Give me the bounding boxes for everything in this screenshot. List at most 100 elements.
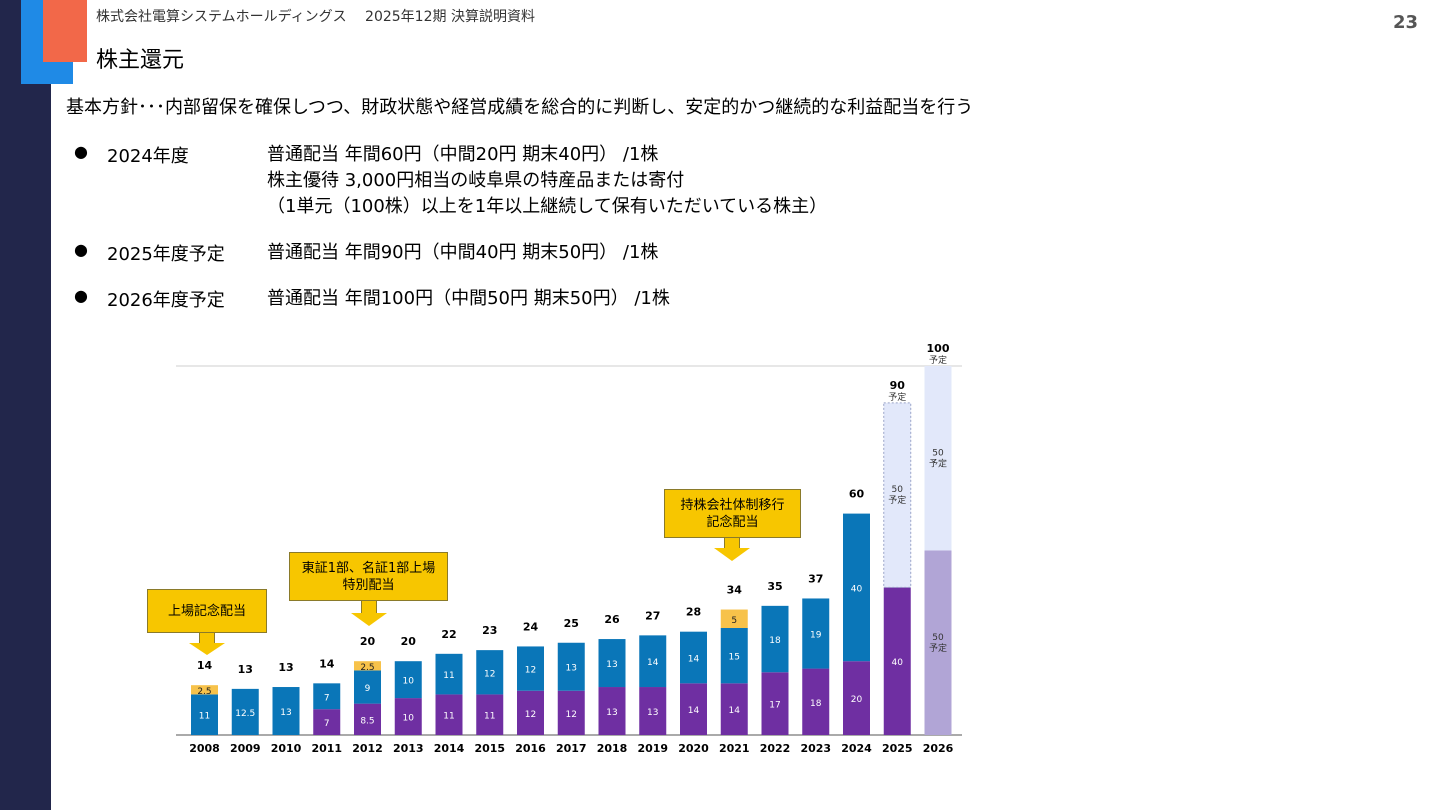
callout-text: 上場記念配当 <box>167 603 246 619</box>
callout-arrow-stem <box>361 601 377 613</box>
bar-segment-yearend <box>761 605 789 673</box>
bar-segment-yearend <box>843 513 870 662</box>
bar-label-interim: 40 <box>892 658 904 668</box>
bar-segment-interim <box>435 694 463 735</box>
bullet-dot-icon: ● <box>74 142 88 161</box>
x-tick-label: 2023 <box>800 742 831 755</box>
bar-total-label: 34 <box>727 584 743 597</box>
bar-total-label: 14 <box>197 659 213 672</box>
bar-segment-interim <box>517 690 544 735</box>
bar-segment-interim <box>639 687 667 735</box>
bar-label-interim: 13 <box>606 708 617 718</box>
bar-total-label: 14 <box>319 657 335 670</box>
callout-arrow-icon <box>351 613 387 626</box>
policy-text: 基本方針･･･内部留保を確保しつつ、財政状態や経営成績を総合的に判断し、安定的か… <box>66 97 974 118</box>
bullet-detail: 普通配当 年間100円（中間50円 期末50円） /1株 <box>267 286 670 312</box>
x-tick-label: 2017 <box>556 742 587 755</box>
callout-arrow-stem <box>199 633 215 643</box>
bar-segment-yearend <box>720 627 748 684</box>
page-title: 株主還元 <box>96 48 185 73</box>
x-tick-label: 2009 <box>230 742 261 755</box>
bar-label-interim: 18 <box>810 699 822 709</box>
bar-total-label: 20 <box>401 635 417 648</box>
bar-total-label: 35 <box>767 580 782 593</box>
left-accent-bar <box>0 0 51 810</box>
bar-segment-interim <box>761 672 789 735</box>
bar-total-label: 20 <box>360 635 376 648</box>
bullet-dot-icon: ● <box>74 286 88 305</box>
bar-total-label: 90 <box>890 379 906 392</box>
bar-label-planned: 予定 <box>888 494 906 506</box>
bar-label-interim: 12 <box>525 710 536 720</box>
bullet-dot-icon: ● <box>74 240 88 259</box>
callout-listing: 上場記念配当 <box>147 589 267 633</box>
x-tick-label: 2011 <box>311 742 342 755</box>
bar-segment-interim <box>557 690 585 735</box>
bar-label-planned: 予定 <box>929 457 947 469</box>
bar-label-interim: 10 <box>403 714 415 724</box>
bar-label-interim: 12 <box>566 710 577 720</box>
bullet-line: 株主優待 3,000円相当の岐阜県の特産品または寄付 <box>267 170 685 191</box>
bar-segment-yearend <box>517 646 544 691</box>
bar-label-interim: 7 <box>324 719 330 729</box>
bar-segment-interim <box>394 698 422 735</box>
bar-segment-yearend <box>680 631 707 684</box>
callout-tse: 東証1部、名証1部上場 特別配当 <box>289 552 448 601</box>
bar-total-label: 24 <box>523 620 539 633</box>
bar-label-yearend: 9 <box>365 684 371 694</box>
bar-segment-interim <box>354 703 381 735</box>
bar-label-interim: 13 <box>647 708 658 718</box>
callout-text: 持株会社体制移行 記念配当 <box>680 497 785 530</box>
bullet-detail: 普通配当 年間60円（中間20円 期末40円） /1株 株主優待 3,000円相… <box>267 142 827 220</box>
callout-text: 東証1部、名証1部上場 特別配当 <box>301 560 436 593</box>
bullet-line: 普通配当 年間90円（中間40円 期末50円） /1株 <box>267 242 659 263</box>
bar-label-yearend: 12.5 <box>235 709 255 719</box>
x-tick-label: 2019 <box>637 742 668 755</box>
bar-segment-yearend <box>598 639 626 688</box>
bar-segment-interim <box>720 683 748 735</box>
bar-segment-interim <box>924 550 952 735</box>
x-tick-label: 2013 <box>393 742 424 755</box>
bar-label-yearend: 11 <box>199 712 210 722</box>
bar-segment-yearend <box>272 687 300 735</box>
bullet-line: （1単元（100株）以上を1年以上継続して保有いただいている株主） <box>267 196 828 217</box>
bar-label-yearend: 50 <box>892 485 904 495</box>
x-tick-label: 2024 <box>841 742 872 755</box>
bar-total-label: 22 <box>441 628 456 641</box>
bullet-detail: 普通配当 年間90円（中間40円 期末50円） /1株 <box>267 240 658 266</box>
bar-label-yearend: 15 <box>729 653 740 663</box>
bar-segment-yearend <box>354 670 381 704</box>
x-tick-label: 2025 <box>882 742 913 755</box>
bar-segment-interim <box>843 661 870 735</box>
bar-label-interim: 17 <box>769 701 780 711</box>
bar-label-interim: 11 <box>484 712 495 722</box>
bar-total-label: 26 <box>604 613 620 626</box>
bar-total-label: 100 <box>927 342 950 355</box>
bar-segment-yearend <box>435 653 463 695</box>
bar-segment-interim <box>598 687 626 735</box>
bar-segment-yearend-planned <box>924 366 952 551</box>
bar-label-yearend: 19 <box>810 631 822 641</box>
bar-label-planned: 予定 <box>929 642 947 654</box>
bar-segment-interim <box>680 683 707 735</box>
x-tick-label: 2010 <box>271 742 302 755</box>
bar-total-label: 25 <box>564 617 579 630</box>
bar-total-label: 28 <box>686 606 701 619</box>
bar-total-planned: 予定 <box>888 391 906 403</box>
bar-label-yearend: 14 <box>647 658 659 668</box>
bar-label-yearend: 14 <box>688 655 700 665</box>
bar-segment-yearend <box>557 642 585 691</box>
bar-label-interim: 8.5 <box>360 716 374 726</box>
bar-segment-interim <box>313 709 341 735</box>
bar-total-label: 27 <box>645 609 660 622</box>
bar-segment-yearend-planned <box>883 402 912 588</box>
bar-label-yearend: 7 <box>324 693 330 703</box>
bar-total-label: 60 <box>849 488 865 501</box>
x-tick-label: 2016 <box>515 742 546 755</box>
bar-total-label: 37 <box>808 572 823 585</box>
bullet-year: 2026年度予定 <box>107 290 225 311</box>
bar-segment-yearend <box>231 688 259 735</box>
x-tick-label: 2012 <box>352 742 383 755</box>
bar-segment-yearend <box>639 635 667 688</box>
bar-segment-special <box>191 685 218 695</box>
